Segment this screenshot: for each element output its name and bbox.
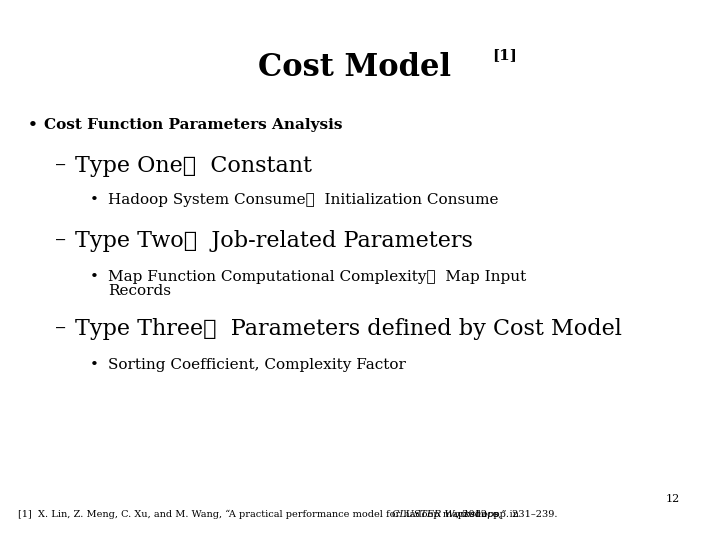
- Text: •: •: [28, 118, 38, 132]
- Text: Map Function Computational Complexity，  Map Input: Map Function Computational Complexity， M…: [108, 270, 526, 284]
- Text: Type One：  Constant: Type One： Constant: [75, 155, 312, 177]
- Text: •: •: [90, 193, 99, 207]
- Text: –: –: [55, 155, 66, 177]
- Text: Type Three：  Parameters defined by Cost Model: Type Three： Parameters defined by Cost M…: [75, 318, 622, 340]
- Text: [1]  X. Lin, Z. Meng, C. Xu, and M. Wang, “A practical performance model for had: [1] X. Lin, Z. Meng, C. Xu, and M. Wang,…: [18, 510, 522, 519]
- Text: CLUSTER Workshops: CLUSTER Workshops: [392, 510, 499, 519]
- Text: Hadoop System Consume，  Initialization Consume: Hadoop System Consume， Initialization Co…: [108, 193, 498, 207]
- Text: •: •: [90, 358, 99, 372]
- Text: –: –: [55, 230, 66, 252]
- Text: Cost Function Parameters Analysis: Cost Function Parameters Analysis: [44, 118, 343, 132]
- Text: •: •: [90, 270, 99, 284]
- Text: Records: Records: [108, 284, 171, 298]
- Text: , 2012, pp. 231–239.: , 2012, pp. 231–239.: [456, 510, 558, 519]
- Text: –: –: [55, 318, 66, 340]
- Text: Type Two：  Job-related Parameters: Type Two： Job-related Parameters: [75, 230, 473, 252]
- Text: Sorting Coefficient, Complexity Factor: Sorting Coefficient, Complexity Factor: [108, 358, 406, 372]
- Text: Cost Model: Cost Model: [258, 52, 462, 83]
- Text: 12: 12: [666, 494, 680, 504]
- Text: [1]: [1]: [492, 48, 517, 62]
